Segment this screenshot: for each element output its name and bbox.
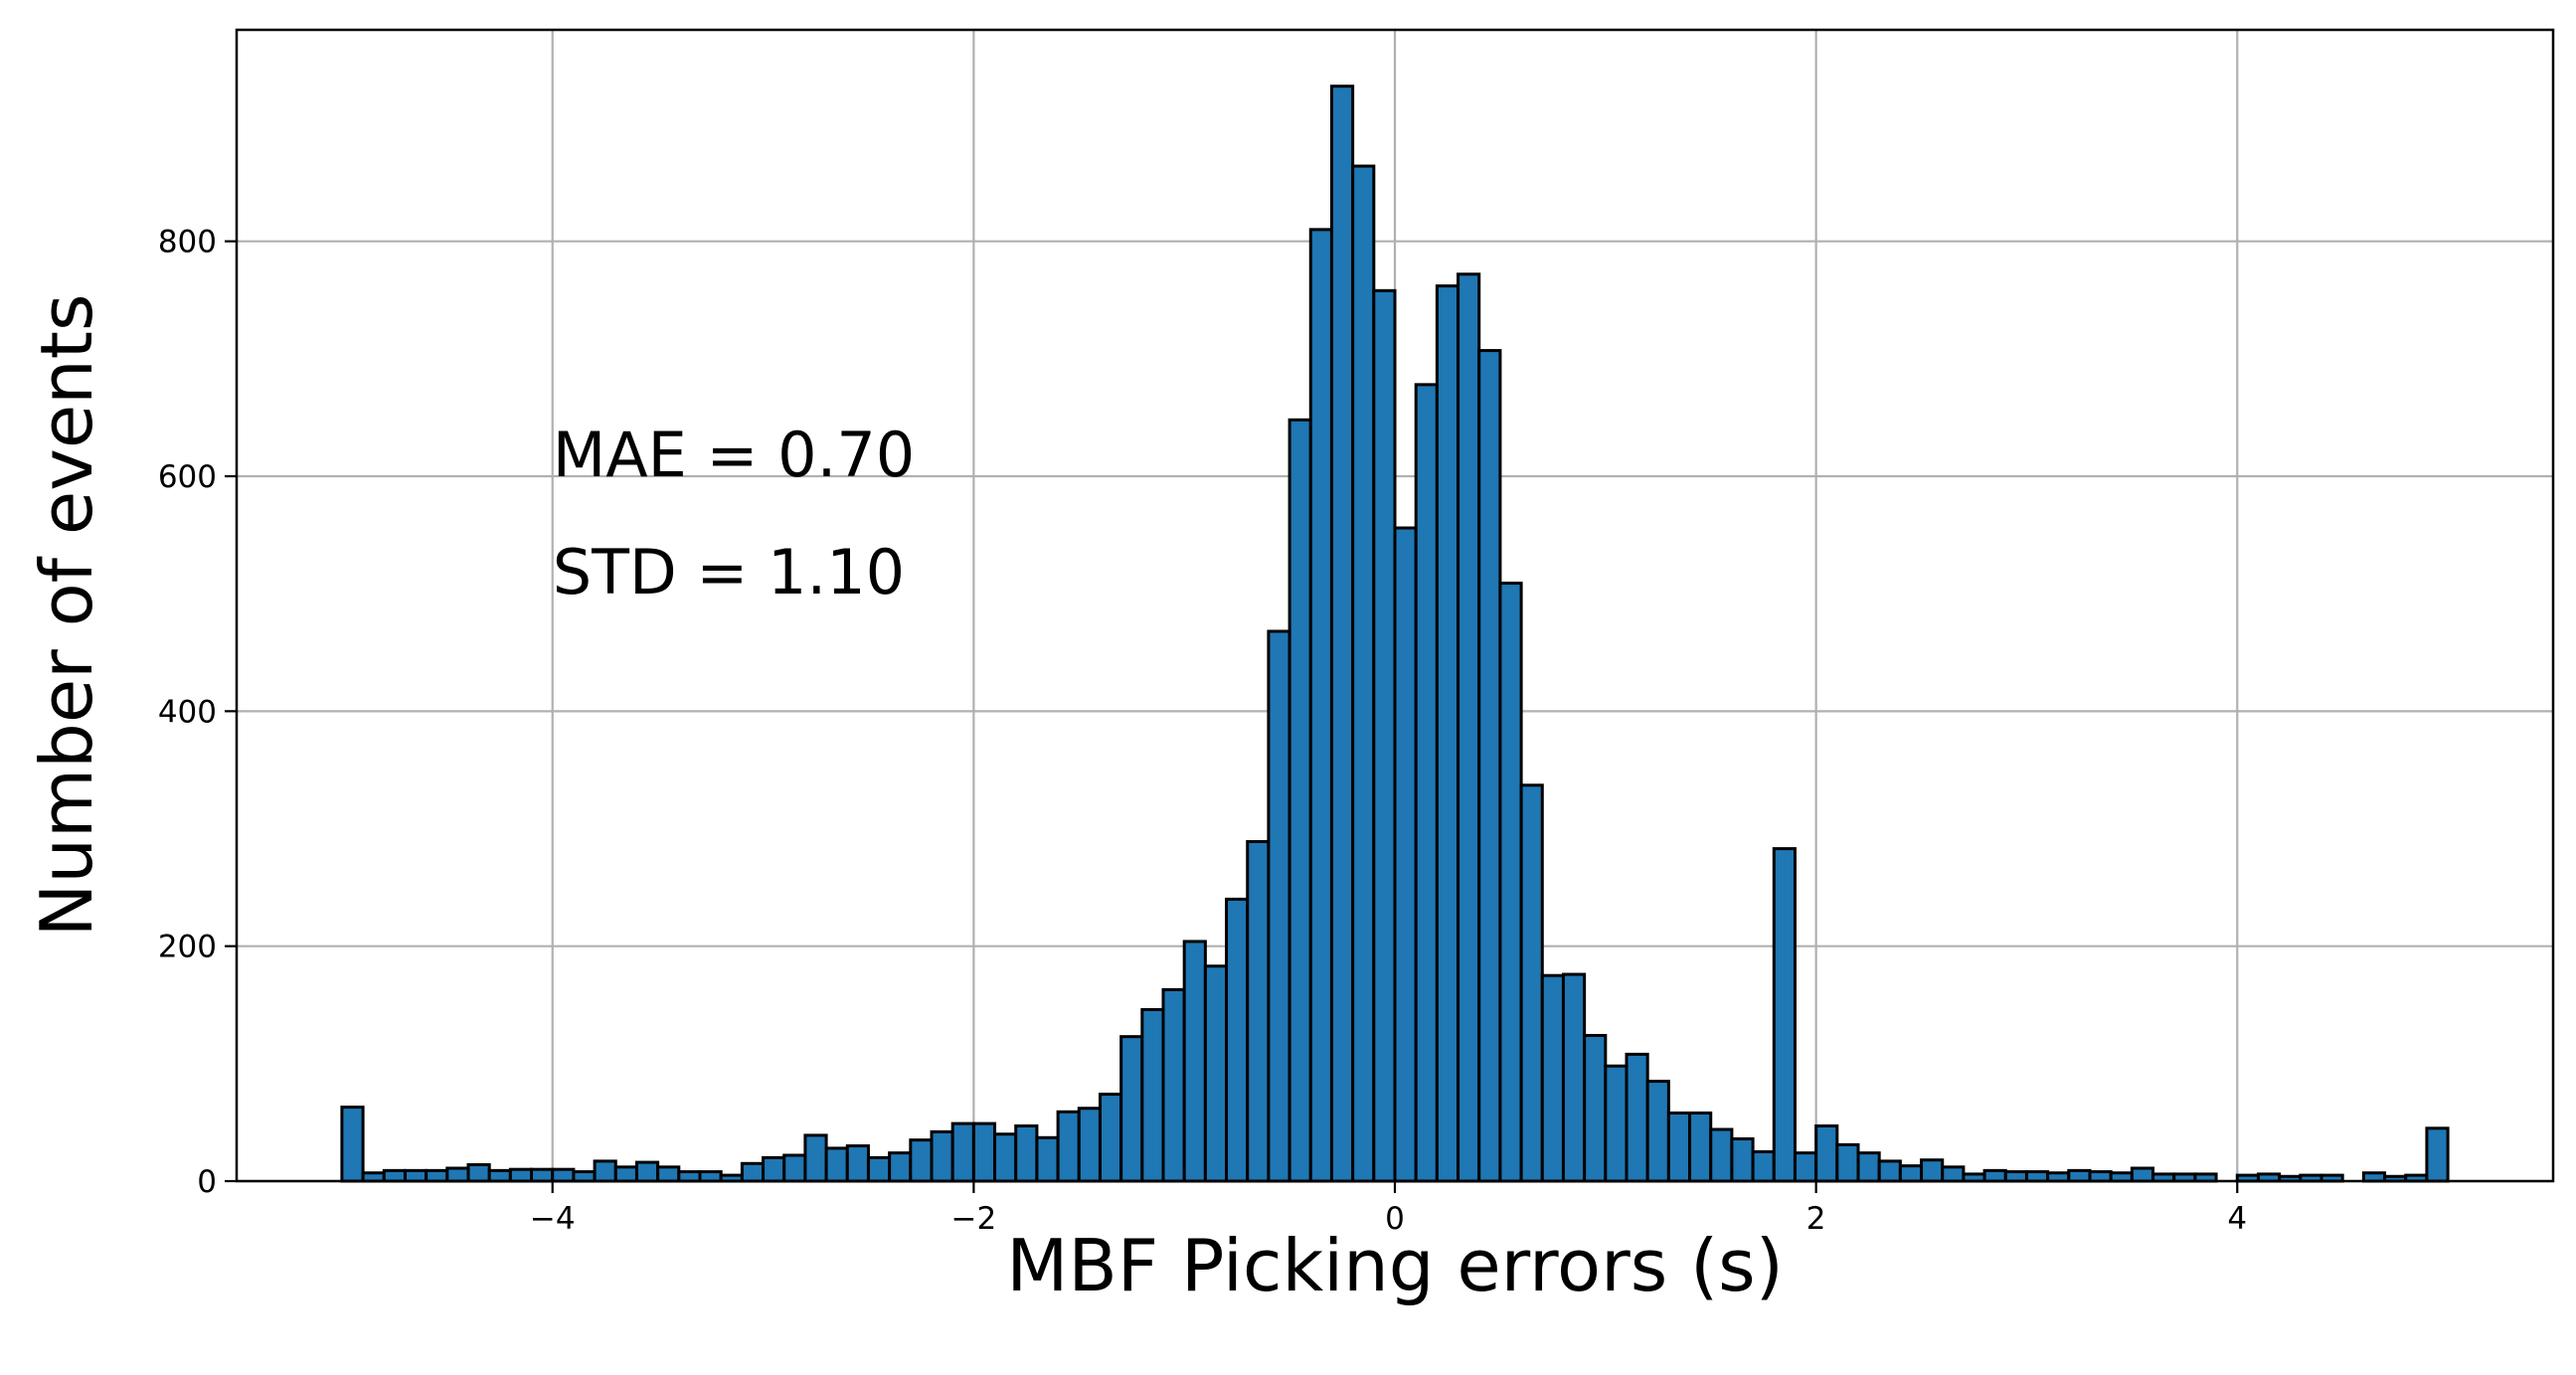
histogram-bar [2088,1170,2113,1183]
histogram-bar [2130,1166,2155,1183]
histogram-bar [2003,1170,2028,1183]
histogram-bar [1941,1165,1966,1183]
histogram-bar [1203,964,1229,1183]
histogram-bar [698,1170,723,1183]
x-tick-label-1: −2 [951,1201,997,1237]
histogram-bar [1814,1123,1839,1183]
histogram-bar [445,1166,470,1183]
histogram-bar [1793,1151,1818,1183]
histogram-bar [508,1167,534,1183]
histogram-bar [425,1168,449,1183]
histogram-bar [613,1165,638,1183]
histogram-bar [1877,1159,1902,1183]
mae-annotation: MAE = 0.70 [553,419,916,491]
histogram-bar [1751,1149,1776,1183]
histogram-bar [1688,1111,1713,1183]
histogram-bar [930,1129,954,1183]
histogram-bar [1625,1052,1649,1183]
histogram-bar [1604,1064,1629,1183]
axis-ticks: −4 −2 0 2 4 0 200 400 600 800 [158,225,2247,1237]
plot-frame [235,28,2555,1183]
y-tick-label-0: 0 [197,1164,217,1200]
histogram-bar [1856,1151,1881,1183]
histogram-bar [1288,418,1312,1183]
histogram-bar [1308,228,1333,1183]
x-tick-label-0: −4 [530,1201,576,1237]
histogram-bar [1477,349,1502,1183]
x-tick-label-4: 4 [2227,1201,2247,1237]
x-tick-label-3: 2 [1806,1201,1826,1237]
histogram-bar [1246,840,1271,1183]
histogram-bar [1182,940,1207,1183]
histogram-bar [1267,629,1291,1183]
histogram-bar [1329,85,1355,1183]
histogram-bar [1014,1123,1039,1183]
y-tick-label-3: 600 [158,459,217,495]
histogram-bar [1035,1135,1060,1183]
histogram-bar [656,1165,681,1183]
histogram-bar [950,1121,975,1183]
histogram-bar [677,1170,702,1183]
histogram-bar [1498,582,1523,1183]
histogram-bar [845,1144,870,1183]
histogram-bar [1666,1111,1692,1183]
histogram-bar [2024,1170,2050,1183]
histogram-bar [572,1170,597,1183]
histogram-bar [1709,1127,1734,1183]
histogram-bar [634,1160,660,1183]
y-tick-label-4: 800 [158,225,217,260]
histogram-bar [740,1161,766,1183]
histogram-bar [1077,1107,1102,1183]
histogram-bar [971,1121,997,1183]
histogram-bar [2425,1126,2450,1183]
y-axis-label: Number of events [25,294,108,938]
x-axis-label: MBF Picking errors (s) [1006,1224,1784,1307]
y-tick-label-1: 200 [158,930,217,965]
histogram-bar [993,1132,1018,1183]
histogram-bar [1519,783,1544,1183]
histogram-bar [403,1168,429,1183]
histogram-bar [1730,1136,1755,1183]
histogram-bar [1414,383,1439,1183]
histogram-bar [1772,847,1797,1183]
histogram-bar [762,1155,786,1183]
x-tick-label-2: 0 [1385,1201,1405,1237]
histogram-bar [382,1168,407,1183]
histogram-bar [1540,973,1565,1183]
histogram-bar [1351,164,1376,1183]
histogram-bar [1056,1110,1081,1183]
histogram-bar [340,1106,365,1183]
histogram-bar [1098,1093,1123,1183]
histogram-bar [803,1133,828,1183]
histogram-bar [1140,1007,1165,1183]
histogram-bar [487,1168,512,1183]
histogram-bar [909,1138,934,1183]
histogram-bar [1161,987,1186,1183]
histogram-bar [866,1155,892,1183]
histogram-bar [593,1159,617,1183]
histogram-bar [1457,272,1481,1183]
histogram-bar [888,1151,913,1183]
histogram-bar [1561,972,1587,1183]
histogram-bar [1835,1142,1860,1183]
histogram-bar [782,1153,807,1183]
histogram-bar [1898,1164,1924,1183]
histogram-bar [551,1167,576,1183]
histogram-bar [1393,526,1418,1183]
histogram-bar [1225,897,1250,1183]
histogram-bar [1435,284,1460,1183]
y-tick-label-2: 400 [158,694,217,730]
histogram-bar [466,1162,491,1183]
histogram-bar [2067,1168,2092,1183]
histogram-bar [1645,1080,1670,1183]
histogram-bar [824,1146,849,1183]
std-annotation: STD = 1.10 [553,536,905,608]
histogram-bar [1982,1168,2007,1183]
histogram-bar [1920,1158,1945,1183]
histogram-bar [1583,1033,1608,1183]
histogram-bar [1119,1035,1144,1183]
histogram-bar [1372,288,1397,1183]
histogram-bar [530,1167,555,1183]
